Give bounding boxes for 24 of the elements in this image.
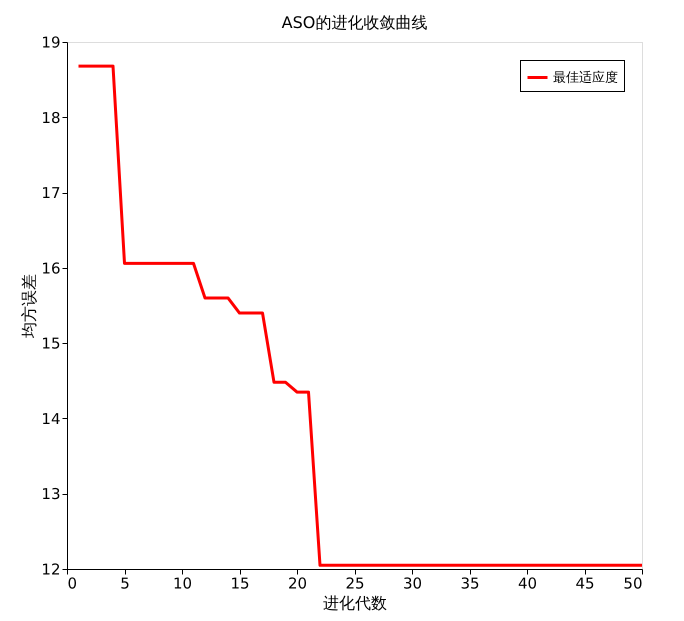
x-axis-title: 进化代数: [323, 594, 387, 612]
x-tick-label: 20: [288, 574, 308, 592]
y-axis-title: 均方误差: [19, 274, 38, 339]
y-tick-label: 15: [41, 334, 60, 353]
x-tick-label: 30: [402, 574, 422, 592]
line-series: [77, 64, 644, 567]
x-tick-label: 5: [120, 574, 130, 592]
y-tick-label: 18: [41, 108, 60, 127]
y-tick-label: 14: [41, 410, 60, 428]
x-tick-label: 45: [575, 574, 595, 592]
y-tick-label: 16: [41, 259, 60, 278]
y-tick-label: 17: [41, 184, 60, 202]
y-tick-label: 12: [41, 560, 60, 578]
x-tick-label: 35: [460, 574, 480, 592]
chart-title: ASO的进化收敛曲线: [282, 13, 428, 32]
x-tick-label: 50: [623, 574, 642, 592]
x-tick-label: 40: [518, 574, 538, 592]
x-tick-label: 10: [172, 574, 192, 592]
x-tick-label: 25: [345, 574, 365, 592]
y-tick-label: 13: [41, 485, 60, 504]
x-tick-label: 15: [230, 574, 250, 592]
legend-label: 最佳适应度: [553, 70, 618, 86]
y-tick-label: 19: [41, 34, 60, 52]
x-tick-label: 0: [68, 574, 78, 592]
